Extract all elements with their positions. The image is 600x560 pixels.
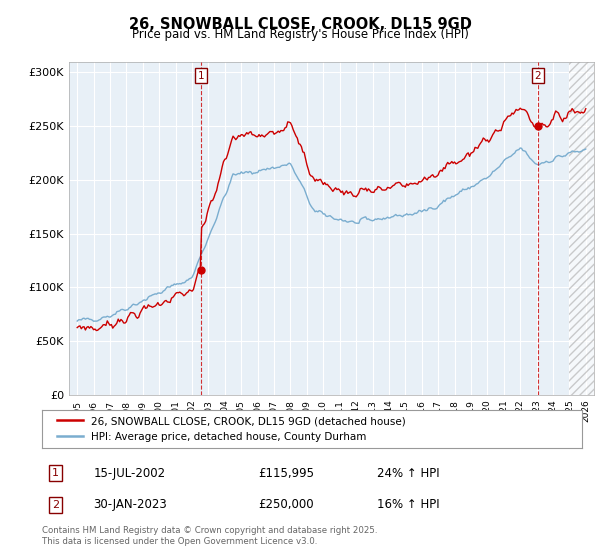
Text: 2: 2	[52, 500, 59, 510]
Text: Price paid vs. HM Land Registry's House Price Index (HPI): Price paid vs. HM Land Registry's House …	[131, 28, 469, 41]
Text: 30-JAN-2023: 30-JAN-2023	[94, 498, 167, 511]
Text: 26, SNOWBALL CLOSE, CROOK, DL15 9GD: 26, SNOWBALL CLOSE, CROOK, DL15 9GD	[128, 17, 472, 32]
Text: 1: 1	[197, 71, 204, 81]
Text: 15-JUL-2002: 15-JUL-2002	[94, 466, 166, 480]
Legend: 26, SNOWBALL CLOSE, CROOK, DL15 9GD (detached house), HPI: Average price, detach: 26, SNOWBALL CLOSE, CROOK, DL15 9GD (det…	[53, 412, 410, 446]
Text: £115,995: £115,995	[258, 466, 314, 480]
Text: £250,000: £250,000	[258, 498, 314, 511]
Text: 24% ↑ HPI: 24% ↑ HPI	[377, 466, 439, 480]
Text: Contains HM Land Registry data © Crown copyright and database right 2025.
This d: Contains HM Land Registry data © Crown c…	[42, 526, 377, 546]
Text: 16% ↑ HPI: 16% ↑ HPI	[377, 498, 439, 511]
Text: 2: 2	[535, 71, 541, 81]
Text: 1: 1	[52, 468, 59, 478]
Bar	[569, 51, 600, 395]
